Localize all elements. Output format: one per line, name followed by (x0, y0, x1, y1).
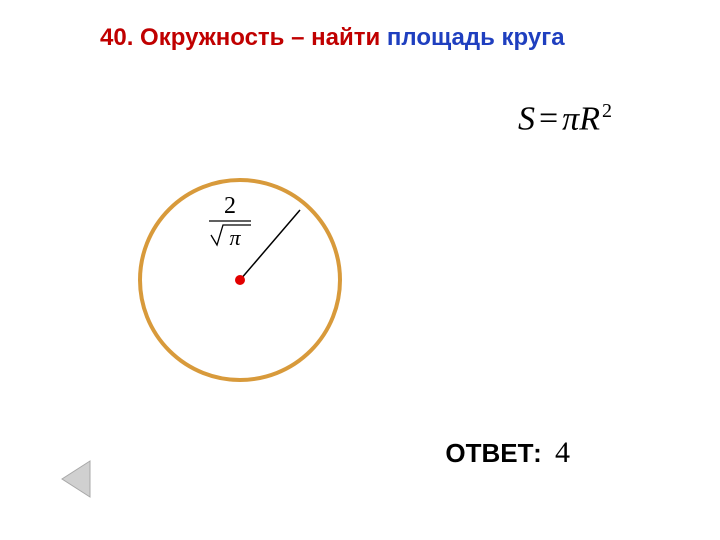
answer-block: ОТВЕТ: 4 (445, 436, 570, 470)
formula-equals: = (539, 100, 558, 137)
formula-R: R (579, 100, 600, 137)
answer-value: 4 (555, 436, 570, 469)
center-dot (235, 275, 245, 285)
title-part1: Окружность – найти (140, 24, 380, 51)
formula-S: S (518, 100, 535, 137)
answer-label: ОТВЕТ: (445, 438, 541, 468)
circle-diagram: 2 π (130, 165, 350, 385)
title-part2: площадь круга (387, 24, 565, 51)
fraction-denominator-pi: π (229, 225, 241, 250)
formula-pi: π (562, 100, 579, 137)
formula-area: S=πR2 (518, 100, 610, 138)
formula-exponent: 2 (602, 100, 612, 122)
back-arrow-icon (58, 459, 94, 499)
back-button[interactable] (58, 459, 94, 504)
title-number: 40. (100, 24, 133, 51)
slide-title: 40. Окружность – найти площадь круга (100, 24, 565, 52)
circle-svg: 2 π (130, 165, 350, 395)
fraction-numerator: 2 (224, 193, 236, 219)
